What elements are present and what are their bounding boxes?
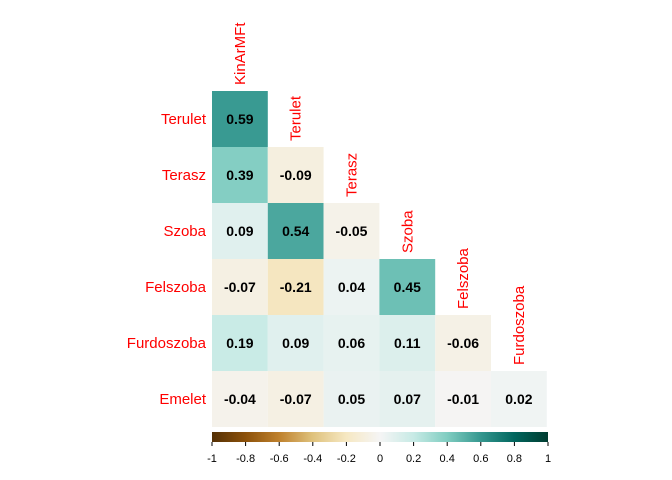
heatmap-cell bbox=[267, 371, 324, 427]
row-label: Szoba bbox=[163, 223, 206, 240]
colorbar: -1 -0.8 -0.6 -0.4 -0.2 0 0.2 0.4 0.6 0.8 1 bbox=[207, 432, 551, 465]
row-label: Terasz bbox=[162, 167, 206, 184]
heatmap-cell bbox=[212, 315, 268, 371]
heatmap-cell bbox=[323, 315, 380, 371]
cell-value-label: 0.04 bbox=[338, 279, 365, 295]
heatmap-cell bbox=[435, 371, 491, 427]
heatmap-cell bbox=[379, 315, 436, 371]
colorbar-tick-label: 0.4 bbox=[440, 453, 455, 465]
row-label: Terulet bbox=[161, 111, 207, 128]
column-label: Terulet bbox=[288, 95, 305, 141]
heatmap-cell bbox=[379, 371, 436, 427]
heatmap-cell bbox=[267, 147, 324, 203]
column-labels: KinArMFt Terulet Terasz Szoba Felszoba Furdos… bbox=[232, 22, 528, 365]
heatmap-cell bbox=[212, 259, 268, 315]
column-label: Furdoszoba bbox=[511, 285, 528, 365]
colorbar-tick-label: 0.2 bbox=[406, 453, 421, 465]
cell-value-label: -0.07 bbox=[280, 391, 312, 407]
colorbar-tick-label: 1 bbox=[545, 453, 551, 465]
colorbar-tick-label: -0.8 bbox=[236, 453, 255, 465]
cell-value-label: -0.06 bbox=[447, 335, 479, 351]
cell-value-label: -0.05 bbox=[336, 223, 368, 239]
colorbar-tick-label: 0.8 bbox=[507, 453, 522, 465]
row-labels: Terulet Terasz Szoba Felszoba Furdoszoba Emel… bbox=[127, 111, 207, 408]
cell-value-label: 0.39 bbox=[226, 167, 253, 183]
colorbar-tick-label: -0.2 bbox=[337, 453, 356, 465]
column-label: Szoba bbox=[399, 210, 416, 253]
cell-value-label: -0.07 bbox=[224, 279, 256, 295]
cell-value-label: 0.06 bbox=[338, 335, 365, 351]
cell-value-label: 0.54 bbox=[282, 223, 309, 239]
cell-value-label: -0.09 bbox=[280, 167, 312, 183]
colorbar-tick-label: -0.6 bbox=[270, 453, 289, 465]
heatmap-cell bbox=[323, 371, 380, 427]
heatmap-cell bbox=[491, 371, 547, 427]
column-label: Terasz bbox=[344, 153, 361, 197]
cell-value-label: -0.21 bbox=[280, 279, 312, 295]
heatmap-cell bbox=[323, 259, 380, 315]
row-label: Emelet bbox=[159, 391, 207, 408]
cell-value-label: -0.04 bbox=[224, 391, 256, 407]
colorbar-tick-label: 0 bbox=[377, 453, 383, 465]
row-label: Furdoszoba bbox=[127, 335, 207, 352]
column-label: Felszoba bbox=[455, 247, 472, 309]
cell-value-label: -0.01 bbox=[447, 391, 479, 407]
cell-value-label: 0.07 bbox=[394, 391, 421, 407]
heatmap-cell bbox=[267, 315, 324, 371]
heatmap-cell bbox=[212, 203, 268, 259]
cell-value-label: 0.45 bbox=[394, 279, 421, 295]
heatmap-cell bbox=[323, 203, 380, 259]
heatmap-cell bbox=[212, 91, 268, 147]
heatmap-cell bbox=[212, 147, 268, 203]
cell-value-label: 0.19 bbox=[226, 335, 253, 351]
heatmap-cell bbox=[435, 315, 491, 371]
colorbar-tick-label: 0.6 bbox=[473, 453, 488, 465]
colorbar-tick-label: -1 bbox=[207, 453, 217, 465]
colorbar-bar bbox=[212, 432, 548, 442]
colorbar-tick-label: -0.4 bbox=[303, 453, 322, 465]
cell-value-label: 0.09 bbox=[282, 335, 309, 351]
column-label: KinArMFt bbox=[232, 22, 249, 85]
heatmap-cell bbox=[267, 259, 324, 315]
cell-value-label: 0.11 bbox=[394, 335, 421, 351]
heatmap-cells: 0.59 0.39 -0.09 0.09 0.54 -0.05 -0.07 -0.21 0.04… bbox=[212, 91, 547, 427]
cell-value-label: 0.59 bbox=[226, 111, 253, 127]
heatmap-cell bbox=[212, 371, 268, 427]
heatmap-cell bbox=[379, 259, 436, 315]
cell-value-label: 0.09 bbox=[226, 223, 253, 239]
heatmap-cell bbox=[267, 203, 324, 259]
cell-value-label: 0.02 bbox=[505, 391, 532, 407]
row-label: Felszoba bbox=[145, 279, 207, 296]
cell-value-label: 0.05 bbox=[338, 391, 365, 407]
